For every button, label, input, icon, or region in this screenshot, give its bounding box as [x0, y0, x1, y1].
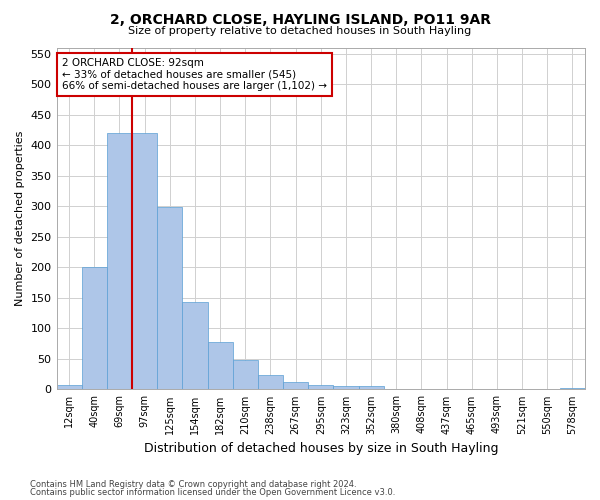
Bar [560, 388, 585, 390]
Text: 2 ORCHARD CLOSE: 92sqm
← 33% of detached houses are smaller (545)
66% of semi-de: 2 ORCHARD CLOSE: 92sqm ← 33% of detached… [62, 58, 327, 91]
Bar [157, 208, 182, 390]
Y-axis label: Number of detached properties: Number of detached properties [15, 131, 25, 306]
Bar [82, 268, 107, 390]
Bar [308, 384, 334, 390]
X-axis label: Distribution of detached houses by size in South Hayling: Distribution of detached houses by size … [143, 442, 498, 455]
Text: Contains HM Land Registry data © Crown copyright and database right 2024.: Contains HM Land Registry data © Crown c… [30, 480, 356, 489]
Bar [334, 386, 359, 390]
Text: 2, ORCHARD CLOSE, HAYLING ISLAND, PO11 9AR: 2, ORCHARD CLOSE, HAYLING ISLAND, PO11 9… [110, 12, 491, 26]
Text: Size of property relative to detached houses in South Hayling: Size of property relative to detached ho… [128, 26, 472, 36]
Text: Contains public sector information licensed under the Open Government Licence v3: Contains public sector information licen… [30, 488, 395, 497]
Bar [258, 375, 283, 390]
Bar [359, 386, 383, 390]
Bar [409, 389, 434, 390]
Bar [56, 384, 82, 390]
Bar [107, 133, 132, 390]
Bar [208, 342, 233, 390]
Bar [283, 382, 308, 390]
Bar [383, 389, 409, 390]
Bar [132, 133, 157, 390]
Bar [233, 360, 258, 390]
Bar [182, 302, 208, 390]
